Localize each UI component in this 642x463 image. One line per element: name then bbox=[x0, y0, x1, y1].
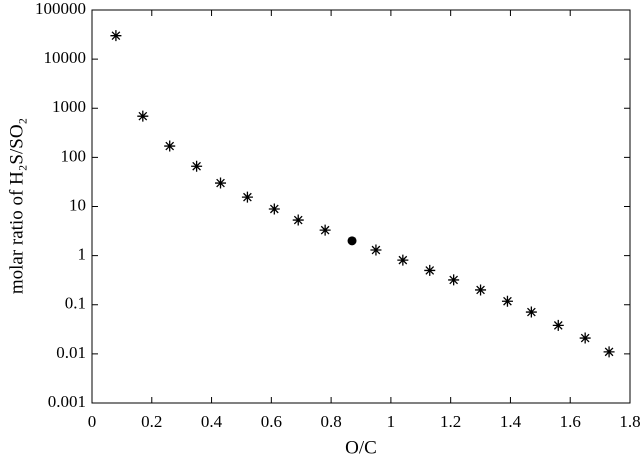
y-tick-label: 1 bbox=[78, 245, 87, 264]
x-tick-label: 0.4 bbox=[201, 412, 223, 431]
circle-point bbox=[347, 236, 357, 246]
asterisk-point bbox=[525, 306, 537, 318]
asterisk-point bbox=[215, 177, 227, 189]
x-tick-label: 1.4 bbox=[500, 412, 522, 431]
asterisk-point bbox=[552, 319, 564, 331]
asterisk-point bbox=[241, 191, 253, 203]
asterisk-point bbox=[603, 346, 615, 358]
plot-frame bbox=[91, 9, 631, 404]
x-tick-label: 1.8 bbox=[619, 412, 640, 431]
asterisk-point bbox=[475, 284, 487, 296]
y-tick-label: 10000 bbox=[44, 48, 87, 67]
asterisk-point bbox=[137, 110, 149, 122]
x-tick-label: 0.8 bbox=[320, 412, 341, 431]
asterisk-point bbox=[501, 295, 513, 307]
y-tick-label: 1000 bbox=[52, 97, 86, 116]
asterisk-point bbox=[579, 332, 591, 344]
x-tick-label: 0.6 bbox=[261, 412, 282, 431]
x-tick-label: 1.6 bbox=[560, 412, 581, 431]
y-tick-label: 0.1 bbox=[65, 294, 86, 313]
asterisk-point bbox=[397, 254, 409, 266]
x-axis-title: O/C bbox=[345, 437, 377, 458]
asterisk-point bbox=[164, 140, 176, 152]
asterisk-point bbox=[370, 244, 382, 256]
asterisk-point bbox=[319, 224, 331, 236]
y-axis-title: molar ratio of H₂S/SO₂ bbox=[6, 118, 27, 294]
x-tick-label: 1 bbox=[387, 412, 396, 431]
y-tick-label: 0.001 bbox=[48, 392, 86, 411]
y-tick-label: 10 bbox=[69, 195, 86, 214]
asterisk-point bbox=[110, 30, 122, 42]
x-tick-label: 0 bbox=[88, 412, 97, 431]
asterisk-point bbox=[448, 274, 460, 286]
x-tick-label: 1.2 bbox=[440, 412, 461, 431]
y-tick-label: 0.01 bbox=[56, 343, 86, 362]
asterisk-point bbox=[268, 203, 280, 215]
asterisk-point bbox=[292, 214, 304, 226]
asterisk-point bbox=[424, 264, 436, 276]
asterisk-point bbox=[191, 160, 203, 172]
x-tick-label: 0.2 bbox=[141, 412, 162, 431]
y-tick-label: 100000 bbox=[35, 0, 86, 18]
y-tick-label: 100 bbox=[61, 146, 87, 165]
